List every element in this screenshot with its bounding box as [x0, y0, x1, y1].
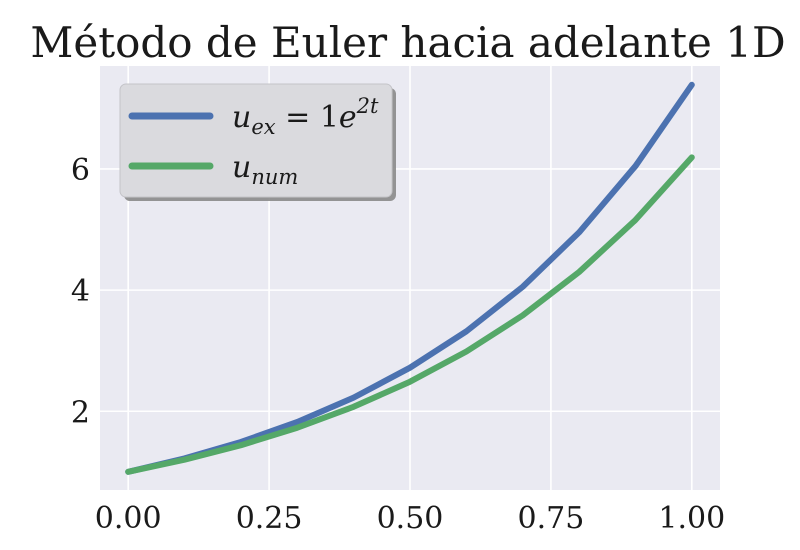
y-tick-label: 4	[71, 274, 90, 309]
x-tick-label: 0.75	[518, 501, 585, 536]
chart-title: Método de Euler hacia adelante 1D	[30, 18, 785, 67]
x-tick-label: 0.50	[377, 501, 444, 536]
x-tick-label: 1.00	[658, 501, 725, 536]
tick-labels: 0.00 0.25 0.50 0.75 1.00 2 4 6	[71, 153, 725, 536]
legend: uex = 1e2t unum	[119, 83, 396, 201]
legend-label-u-num: unum	[232, 150, 298, 189]
series-line-u-num	[125, 154, 695, 475]
series-lines	[125, 81, 695, 475]
x-tick-label: 0.00	[95, 501, 162, 536]
y-tick-label: 2	[71, 395, 90, 430]
y-tick-label: 6	[71, 153, 90, 188]
x-tick-label: 0.25	[236, 501, 303, 536]
legend-label-u-ex: uex = 1e2t	[232, 94, 379, 139]
